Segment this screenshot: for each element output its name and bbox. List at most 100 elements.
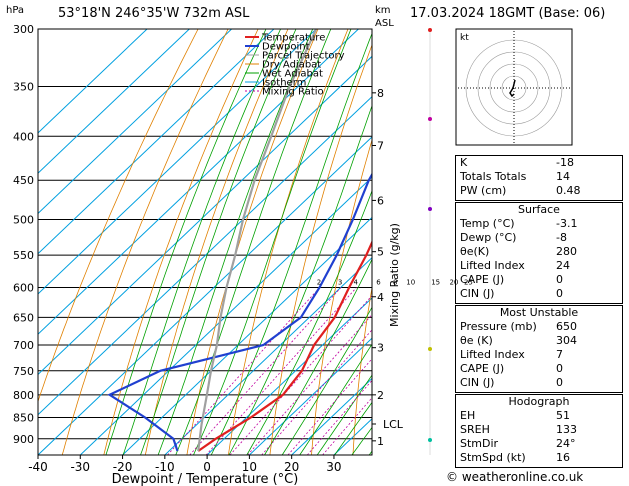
km-tick-label: 1 — [377, 435, 384, 448]
mixing-ratio-line — [167, 287, 321, 455]
asl-axis-unit: ASL — [375, 18, 394, 29]
temperature-tick-label: -30 — [70, 460, 90, 474]
km-tick-label: 5 — [377, 246, 384, 259]
table-row: CAPE (J) 0 — [456, 362, 622, 376]
wind-barb-marker — [428, 438, 432, 442]
index-name: Totals Totals — [460, 170, 527, 183]
index-value: 16 — [556, 451, 570, 464]
wind-barb-marker — [428, 117, 432, 121]
index-name: θe(K) — [460, 245, 490, 258]
table-row: θe(K) 280 — [456, 245, 622, 259]
index-name: CAPE (J) — [460, 362, 505, 375]
hodograph-trace — [509, 79, 516, 98]
copyright-footer: © weatheronline.co.uk — [446, 470, 584, 484]
isotherm-line — [79, 176, 372, 455]
isotherm-line — [206, 297, 372, 455]
index-value: 0 — [556, 287, 563, 300]
table-row: K -18 — [456, 156, 622, 170]
wind-barb-marker — [428, 28, 432, 32]
pressure-tick-label: 850 — [13, 411, 34, 424]
index-value: -18 — [556, 156, 574, 169]
wet-adiabat-line — [264, 258, 372, 455]
wet-adiabat-line — [157, 29, 314, 455]
table-row: Pressure (mb) 650 — [456, 320, 622, 334]
location-title: 53°18'N 246°35'W 732m ASL — [58, 6, 250, 21]
most-unstable-table: Most Unstable Pressure (mb) 650 θe (K) 304 Li… — [456, 306, 622, 390]
index-name: StmSpd (kt) — [460, 451, 526, 464]
index-value: 0.48 — [556, 184, 581, 197]
mixing-ratio-line — [287, 358, 372, 455]
index-name: PW (cm) — [460, 184, 507, 197]
temperature-tick-label: -10 — [155, 460, 175, 474]
wind-barb-marker — [428, 207, 432, 211]
index-value: 0 — [556, 376, 563, 389]
dry-adiabat-line — [228, 29, 349, 455]
mixing-ratio-label: 10 — [406, 279, 415, 287]
pressure-tick-label: 750 — [13, 365, 34, 378]
km-tick-label: 6 — [377, 194, 384, 207]
wet-adiabat-line — [193, 29, 352, 455]
mixing-ratio-label: 15 — [431, 279, 440, 287]
pressure-tick-label: 650 — [13, 311, 34, 324]
legend-label: Wet Adiabat — [262, 69, 323, 80]
index-value: 24 — [556, 259, 570, 272]
index-name: Dewp (°C) — [460, 231, 517, 244]
table-row: PW (cm) 0.48 — [456, 184, 622, 198]
legend-label: Mixing Ratio — [262, 87, 324, 98]
wet-adiabat-line — [228, 104, 372, 455]
table-row: EH 51 — [456, 409, 622, 423]
wet-adiabat-line — [210, 32, 372, 455]
isotherm-line — [38, 29, 232, 215]
index-name: K — [460, 156, 468, 169]
temperature-profile — [197, 239, 372, 452]
table-row: CIN (J) 0 — [456, 376, 622, 390]
mixing-ratio-label: 20 — [449, 279, 458, 287]
index-value: -3.1 — [556, 217, 578, 230]
pressure-axis-unit: hPa — [6, 5, 24, 16]
isotherm-line — [38, 29, 317, 295]
index-value: 280 — [556, 245, 577, 258]
isotherm-line — [38, 95, 372, 416]
plot-frame — [37, 28, 373, 456]
dry-adiabat-line — [186, 29, 319, 455]
km-tick-label: 4 — [377, 291, 384, 304]
hodograph-index-table: Hodograph EH 51 SREH 133 StmDir 24° StmSpd (kt)… — [456, 395, 622, 465]
index-name: CIN (J) — [460, 376, 495, 389]
index-value: -8 — [556, 231, 567, 244]
mixing-ratio-axis-label: Mixing Ratio (g/kg) — [388, 223, 401, 327]
datetime-title: 17.03.2024 18GMT (Base: 06) — [410, 6, 606, 21]
mixing-ratio-line — [261, 329, 372, 455]
wet-adiabat-line — [281, 306, 372, 455]
index-name: Pressure (mb) — [460, 320, 537, 333]
indices-top-box — [455, 155, 623, 201]
table-row: StmDir 24° — [456, 437, 622, 451]
index-value: 304 — [556, 334, 577, 347]
temperature-tick-label: -20 — [113, 460, 133, 474]
index-value: 0 — [556, 273, 563, 286]
dry-adiabat-line — [352, 285, 372, 455]
km-tick-label: 8 — [377, 87, 384, 100]
legend-label: Dry Adiabat — [262, 60, 321, 71]
dry-adiabat-line — [103, 29, 259, 455]
mixing-ratio-line — [205, 287, 357, 455]
indices-top-table: K -18 Totals Totals 14 PW (cm) 0.48 — [456, 156, 622, 198]
wet-adiabat-line — [105, 29, 267, 455]
isotherm-line — [164, 257, 372, 455]
mixing-ratio-label: 6 — [376, 279, 381, 287]
parcel-trajectory-profile — [197, 29, 318, 452]
pressure-tick-label: 450 — [13, 174, 34, 187]
table-row: θe (K) 304 — [456, 334, 622, 348]
isotherm-line — [38, 29, 190, 174]
table-row: CAPE (J) 0 — [456, 273, 622, 287]
legend-label: Dewpoint — [262, 42, 310, 53]
index-name: Lifted Index — [460, 348, 525, 361]
pressure-tick-label: 300 — [13, 23, 34, 36]
table-row: Temp (°C) -3.1 — [456, 217, 622, 231]
pressure-tick-label: 600 — [13, 282, 34, 295]
pressure-tick-label: 500 — [13, 214, 34, 227]
index-value: 133 — [556, 423, 577, 436]
index-value: 7 — [556, 348, 563, 361]
mixing-ratio-line — [306, 379, 372, 455]
surface-box — [455, 202, 623, 304]
